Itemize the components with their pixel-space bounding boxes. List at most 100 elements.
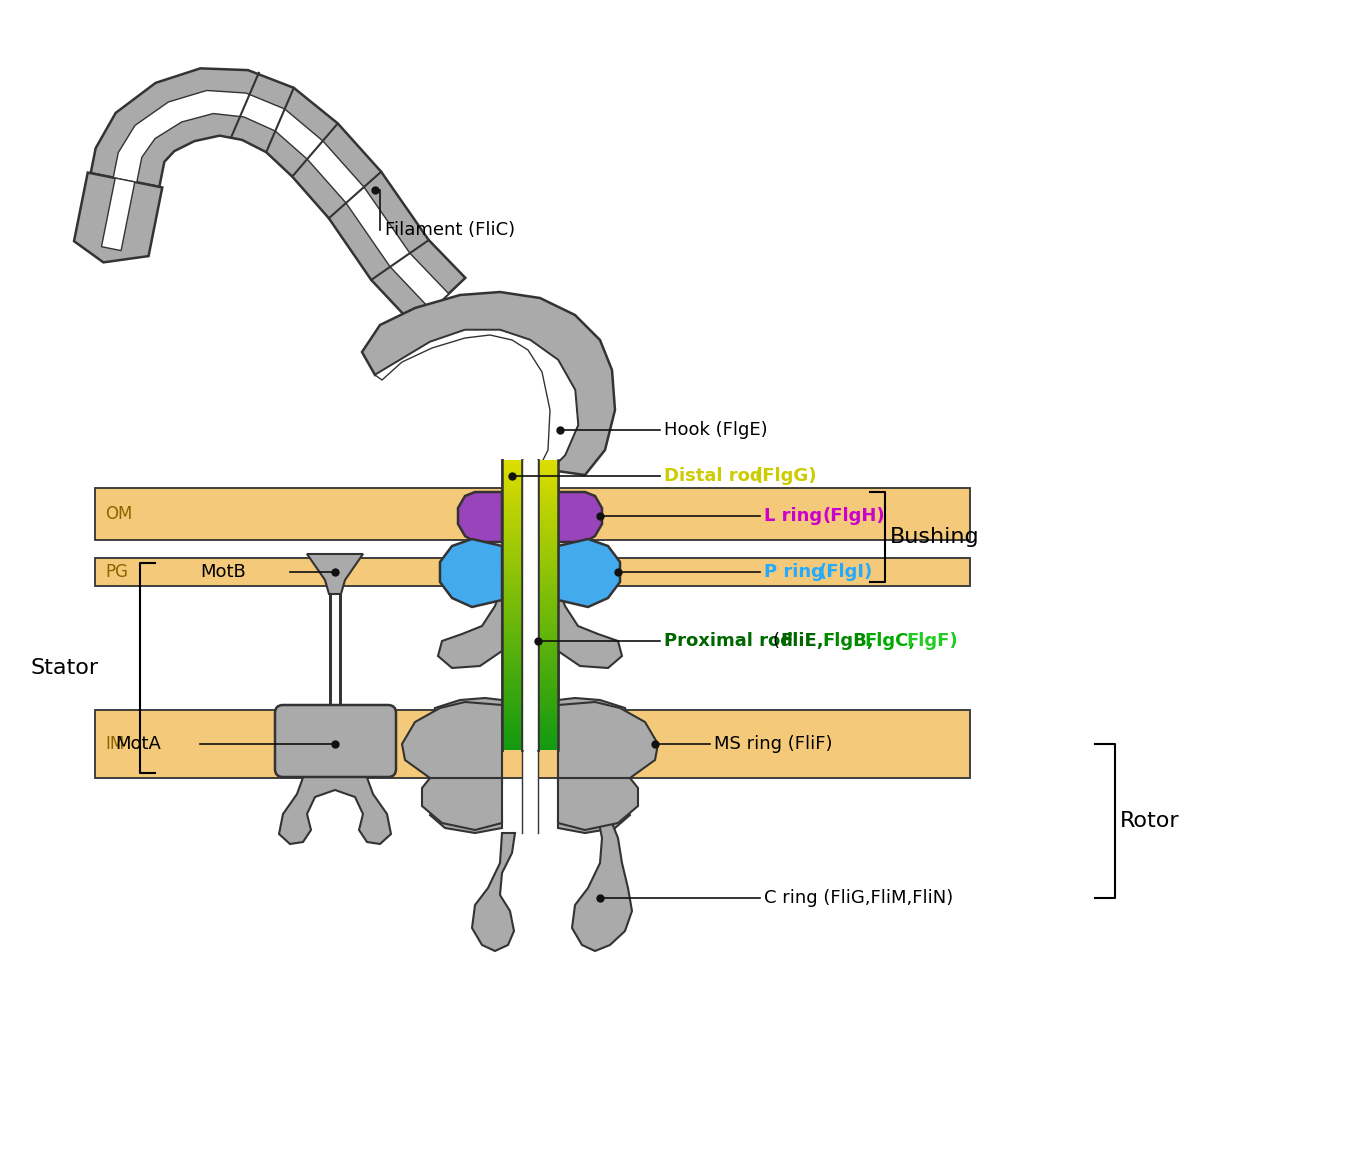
Polygon shape [538, 505, 558, 506]
Polygon shape [458, 492, 502, 542]
Polygon shape [502, 742, 522, 745]
Polygon shape [502, 478, 522, 479]
Polygon shape [502, 666, 522, 667]
Polygon shape [538, 481, 558, 484]
Polygon shape [538, 663, 558, 664]
Polygon shape [558, 793, 630, 833]
Polygon shape [502, 583, 522, 584]
Polygon shape [538, 504, 558, 505]
Polygon shape [502, 515, 522, 516]
Polygon shape [538, 689, 558, 691]
Polygon shape [502, 529, 522, 532]
Polygon shape [502, 605, 522, 607]
Polygon shape [538, 594, 558, 595]
Polygon shape [538, 601, 558, 602]
Polygon shape [502, 721, 522, 723]
Polygon shape [502, 500, 522, 502]
Polygon shape [502, 506, 522, 508]
Polygon shape [502, 747, 522, 748]
Polygon shape [538, 570, 558, 571]
Polygon shape [502, 692, 522, 693]
Polygon shape [502, 698, 522, 699]
Polygon shape [538, 495, 558, 497]
Polygon shape [502, 618, 522, 619]
Polygon shape [538, 472, 558, 473]
Polygon shape [502, 679, 522, 680]
Polygon shape [538, 741, 558, 742]
Polygon shape [538, 465, 558, 466]
Polygon shape [502, 704, 522, 705]
Polygon shape [362, 292, 615, 475]
Polygon shape [502, 704, 522, 705]
Polygon shape [502, 667, 522, 669]
Polygon shape [502, 685, 522, 686]
Polygon shape [502, 705, 522, 706]
Polygon shape [538, 637, 558, 638]
Polygon shape [538, 731, 558, 733]
Polygon shape [502, 498, 522, 499]
Polygon shape [538, 632, 558, 634]
Polygon shape [502, 657, 522, 658]
Polygon shape [502, 740, 522, 741]
Polygon shape [538, 717, 558, 718]
Polygon shape [502, 637, 522, 638]
Polygon shape [538, 698, 558, 699]
Polygon shape [538, 740, 558, 741]
Polygon shape [538, 480, 558, 481]
Polygon shape [502, 737, 522, 739]
Polygon shape [502, 655, 522, 656]
Polygon shape [538, 470, 558, 472]
Polygon shape [502, 554, 522, 556]
Polygon shape [502, 625, 522, 626]
Polygon shape [502, 611, 522, 612]
Polygon shape [558, 586, 622, 667]
Polygon shape [538, 532, 558, 533]
Polygon shape [502, 733, 522, 734]
Polygon shape [502, 607, 522, 608]
Polygon shape [538, 687, 558, 689]
Polygon shape [502, 660, 522, 662]
Polygon shape [538, 500, 558, 502]
Polygon shape [502, 624, 522, 625]
Polygon shape [538, 590, 558, 593]
Polygon shape [502, 545, 522, 546]
Polygon shape [502, 587, 522, 588]
Polygon shape [502, 614, 522, 615]
Polygon shape [502, 495, 522, 497]
Polygon shape [558, 492, 602, 542]
Polygon shape [502, 560, 522, 562]
Polygon shape [502, 493, 522, 495]
Polygon shape [538, 520, 558, 521]
Polygon shape [538, 684, 558, 685]
Polygon shape [502, 715, 522, 717]
Polygon shape [538, 618, 558, 619]
Polygon shape [538, 578, 558, 581]
Polygon shape [502, 596, 522, 597]
Polygon shape [502, 667, 522, 669]
Polygon shape [502, 521, 522, 522]
Polygon shape [538, 649, 558, 650]
Polygon shape [538, 553, 558, 554]
Polygon shape [538, 540, 558, 541]
Text: P ring: P ring [764, 563, 830, 581]
Polygon shape [502, 540, 522, 541]
Polygon shape [538, 474, 558, 475]
Text: PG: PG [105, 563, 128, 581]
Polygon shape [502, 619, 522, 621]
Polygon shape [502, 724, 522, 725]
Polygon shape [538, 703, 558, 704]
Polygon shape [538, 516, 558, 518]
Polygon shape [502, 737, 522, 739]
Polygon shape [502, 560, 522, 562]
Polygon shape [538, 655, 558, 656]
Polygon shape [538, 718, 558, 719]
Polygon shape [502, 708, 522, 710]
Polygon shape [502, 687, 522, 689]
Polygon shape [430, 698, 502, 745]
Polygon shape [538, 463, 558, 465]
Polygon shape [538, 461, 558, 463]
Polygon shape [538, 735, 558, 737]
Polygon shape [502, 608, 522, 609]
Polygon shape [538, 656, 558, 657]
Polygon shape [538, 638, 558, 639]
